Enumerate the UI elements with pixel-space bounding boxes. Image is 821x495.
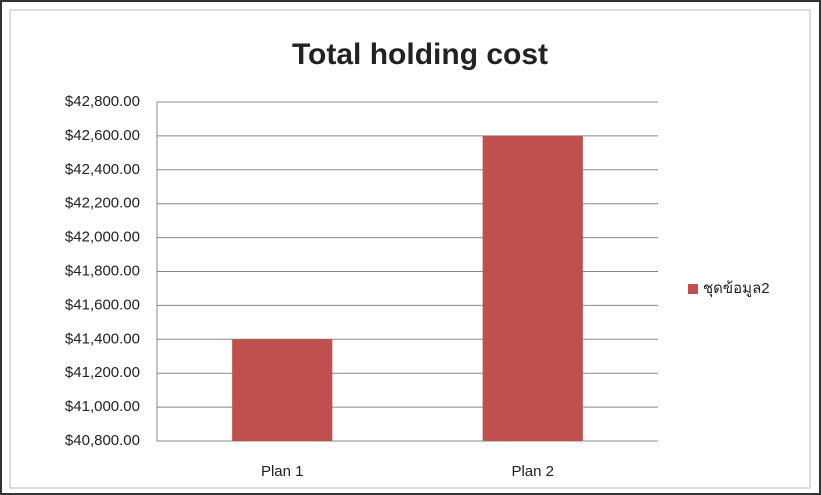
legend-label: ชุดข้อมูล2 — [703, 280, 770, 298]
y-tick-label: $41,200.00 — [65, 364, 140, 381]
y-tick-label: $42,200.00 — [65, 195, 140, 212]
bar — [482, 135, 583, 441]
y-tick-label: $42,400.00 — [65, 161, 140, 178]
x-tick-label: Plan 2 — [511, 463, 554, 480]
legend-swatch — [688, 284, 698, 294]
y-tick-label: $41,600.00 — [65, 296, 140, 313]
y-tick-label: $41,000.00 — [65, 398, 140, 415]
chart-area — [9, 9, 811, 489]
y-tick-label: $40,800.00 — [65, 432, 140, 449]
y-tick-label: $42,800.00 — [65, 93, 140, 110]
y-tick-label: $41,800.00 — [65, 262, 140, 279]
bar — [232, 339, 333, 441]
y-tick-label: $42,600.00 — [65, 127, 140, 144]
chart-title: Total holding cost — [292, 38, 548, 71]
y-tick-label: $41,400.00 — [65, 330, 140, 347]
x-tick-label: Plan 1 — [261, 463, 304, 480]
y-tick-label: $42,000.00 — [65, 229, 140, 246]
